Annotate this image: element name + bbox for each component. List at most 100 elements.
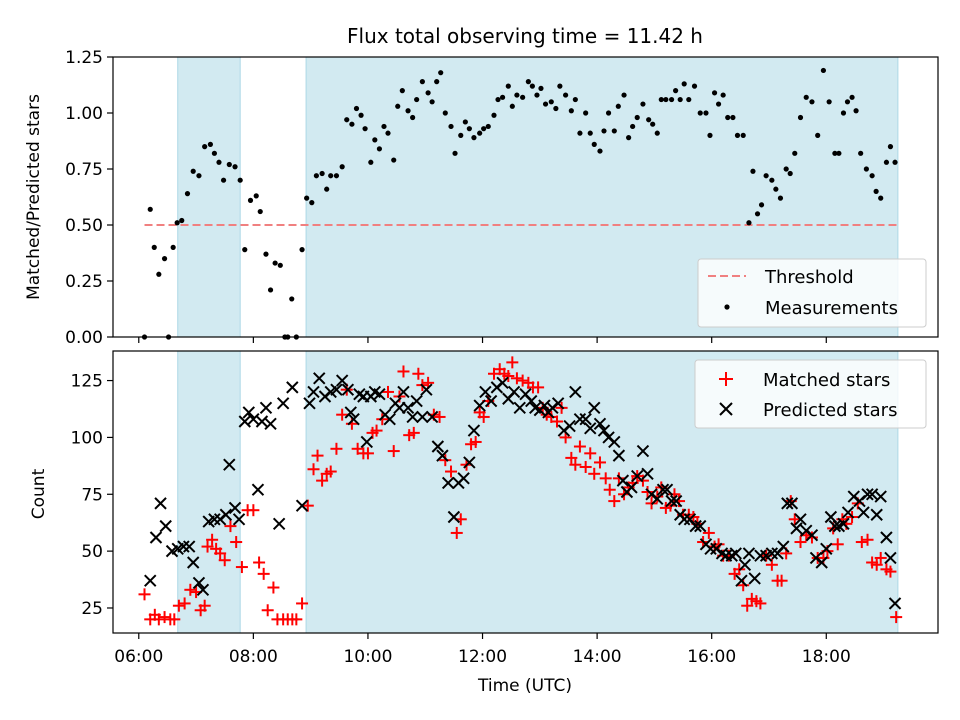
matched-stars-point	[261, 604, 274, 617]
predicted-stars-point	[272, 517, 286, 531]
measurement-point	[730, 114, 736, 121]
legend-matched-label: Matched stars	[763, 370, 890, 391]
matched-stars-point	[861, 533, 874, 546]
measurement-point	[333, 173, 340, 179]
measurement-point	[668, 96, 675, 103]
measurement-point	[499, 94, 506, 100]
measurement-point	[863, 166, 869, 172]
predicted-stars-point	[232, 513, 246, 526]
measurement-point	[358, 112, 364, 118]
predicted-stars-point	[563, 419, 576, 433]
matched-stars-point	[506, 356, 519, 369]
predicted-stars-point	[669, 494, 683, 508]
predicted-stars-point	[794, 513, 807, 526]
matched-stars-point	[387, 445, 400, 458]
matched-stars-point	[702, 526, 715, 539]
measurement-point	[892, 159, 898, 165]
measurement-point	[769, 177, 775, 183]
matched-stars-point	[361, 447, 374, 460]
matched-stars-point	[551, 415, 564, 428]
predicted-stars-point	[551, 397, 565, 410]
predicted-stars-point	[401, 401, 415, 415]
measurement-point	[673, 88, 679, 94]
measurement-point	[568, 108, 574, 114]
matched-stars-point	[874, 551, 887, 564]
measurement-point	[703, 110, 709, 116]
plot-frame	[112, 56, 939, 338]
matched-stars-point	[573, 440, 586, 453]
predicted-stars-point	[857, 506, 870, 519]
predicted-stars-point	[861, 488, 874, 501]
measurement-point	[405, 108, 411, 114]
predicted-stars-point	[608, 435, 621, 449]
measurement-point	[858, 150, 864, 156]
measurement-point	[792, 150, 798, 156]
predicted-stars-point	[820, 542, 833, 556]
predicted-stars-point	[612, 449, 626, 462]
measurement-point	[324, 186, 330, 192]
predicted-stars-point	[507, 385, 521, 399]
predicted-stars-point	[242, 406, 255, 419]
measurement-point	[381, 123, 387, 130]
predicted-stars-point	[192, 576, 206, 590]
matched-stars-point	[565, 451, 578, 464]
ratio-panel: 0.00 0.25 0.50 0.75 1.00 1.25 Matched/Predict…	[24, 48, 939, 348]
predicted-stars-point	[496, 376, 509, 390]
matched-stars-point	[178, 597, 191, 610]
y-tick-label: 0.25	[65, 272, 103, 292]
measurement-point	[462, 119, 468, 125]
matched-stars-point	[603, 483, 616, 496]
measurement-point	[720, 92, 726, 98]
measurement-point	[372, 137, 378, 143]
measurement-point	[577, 130, 583, 136]
measurement-point	[368, 159, 374, 165]
measurement-point	[309, 200, 315, 206]
y-tick-label: 0.50	[65, 216, 103, 236]
measurement-point	[196, 173, 202, 179]
predicted-stars-point	[660, 483, 674, 496]
measurement-point	[481, 126, 487, 132]
measurement-point	[691, 83, 698, 89]
measurement-point	[452, 150, 458, 156]
measurement-point	[711, 90, 718, 96]
predicted-stars-point	[689, 519, 702, 533]
matched-stars-point	[397, 365, 410, 378]
count-axes: 25 50 75 100 125 06:00 08:00 10:00 12:00 14:00 16:…	[71, 350, 939, 667]
measurement-point	[658, 96, 664, 103]
measurement-point	[277, 262, 283, 268]
predicted-stars-point	[579, 413, 592, 426]
observing-interval	[177, 350, 241, 634]
predicted-stars-point	[341, 383, 355, 396]
measurement-point	[646, 117, 652, 123]
predicted-stars-point	[416, 410, 429, 424]
x-tick-label: 18:00	[802, 647, 851, 667]
predicted-stars-point	[457, 472, 470, 485]
predicted-stars-point	[888, 597, 902, 610]
matched-stars-point	[247, 504, 260, 517]
measurement-point	[783, 166, 789, 172]
predicted-stars-point	[880, 531, 893, 544]
measurement-point	[844, 99, 851, 105]
measurement-point	[438, 70, 444, 76]
measurement-point	[654, 130, 660, 136]
measurement-point	[514, 92, 520, 98]
predicted-stars-point	[625, 481, 638, 494]
matched-stars-point	[584, 447, 597, 460]
predicted-stars-point	[410, 394, 423, 408]
measurement-point	[385, 130, 391, 136]
measurement-point	[151, 244, 157, 250]
matched-stars-point	[138, 588, 151, 601]
predicted-stars-point	[251, 483, 265, 496]
x-tick-label: 12:00	[458, 647, 507, 667]
y-tick-label: 125	[71, 372, 103, 392]
predicted-stars-point	[616, 474, 630, 487]
matched-stars-point	[330, 442, 343, 455]
matched-stars-point	[890, 611, 903, 624]
measurement-point	[572, 96, 578, 103]
matched-stars-point	[206, 533, 219, 546]
measurement-point	[410, 114, 416, 121]
matched-stars-point	[588, 467, 601, 480]
measurement-point	[242, 247, 248, 253]
ratio-plot-area	[141, 67, 898, 340]
predicted-stars-point	[584, 422, 597, 435]
